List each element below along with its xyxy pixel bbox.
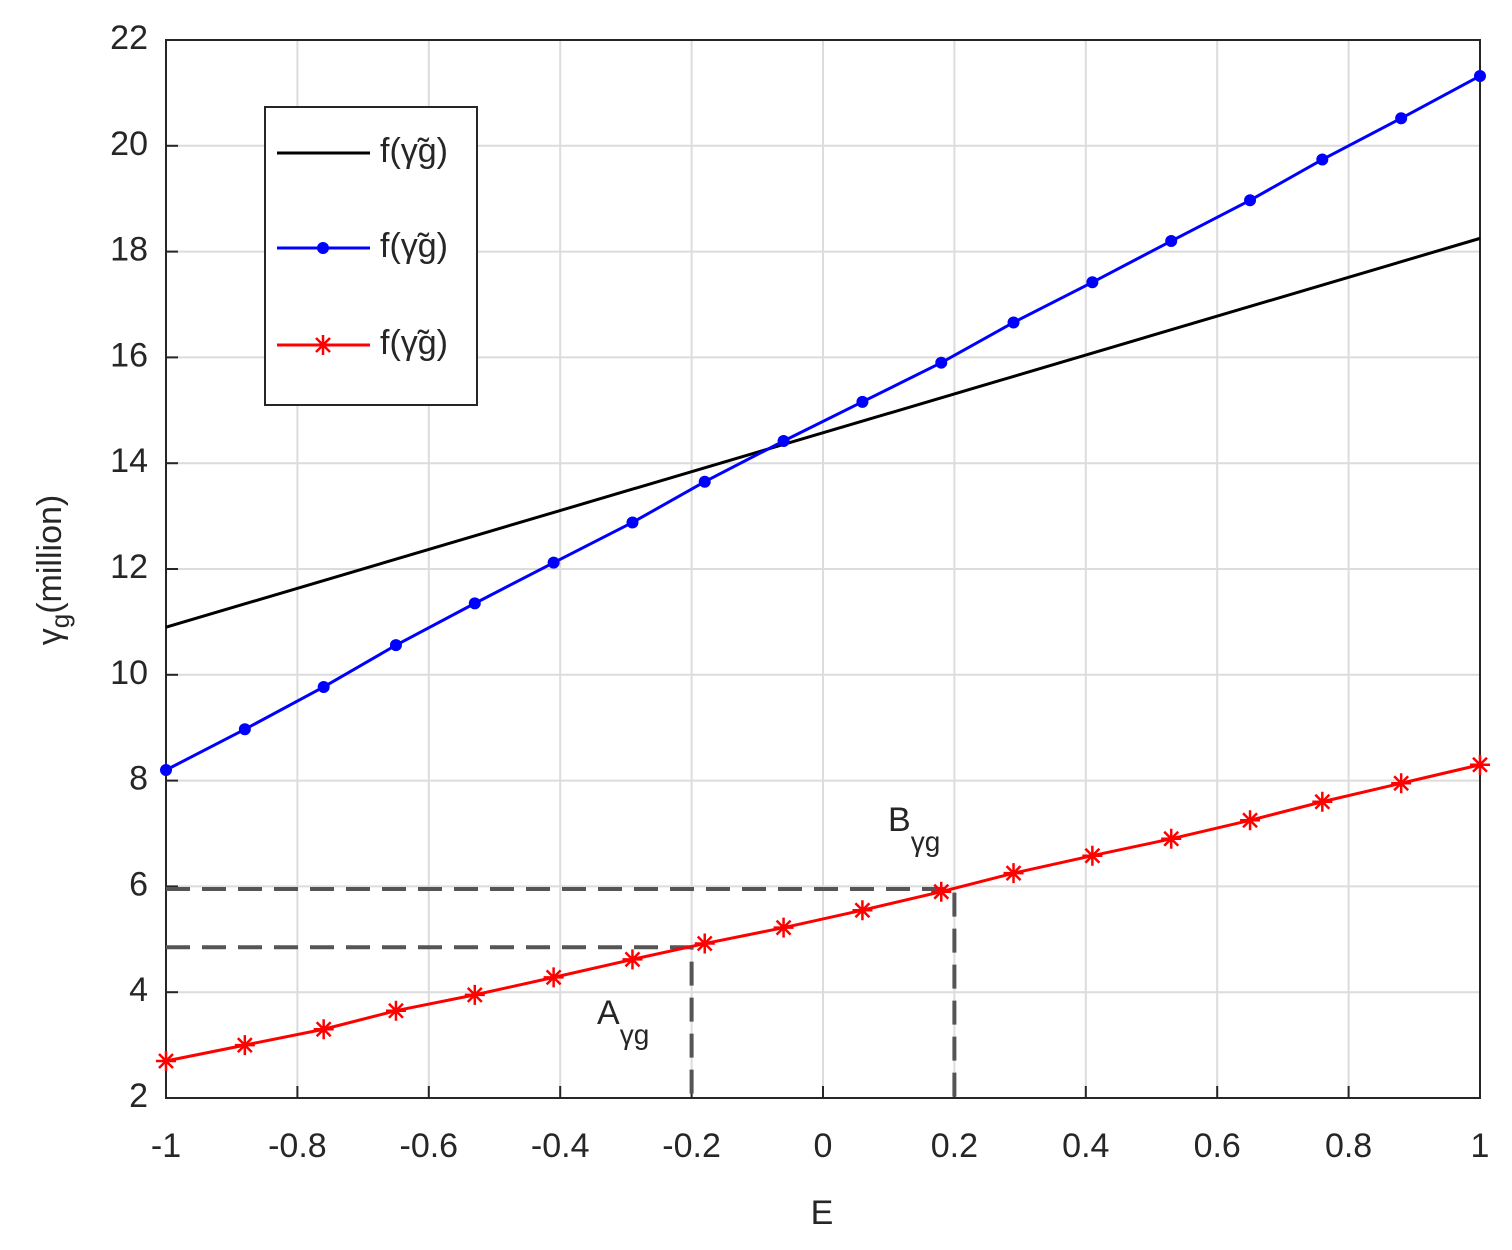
x-tick-label: -1: [151, 1127, 181, 1165]
point: [317, 680, 330, 693]
point: [1086, 276, 1099, 289]
point: [547, 556, 560, 569]
point: [773, 917, 794, 938]
reference-sub: γg: [620, 1019, 650, 1050]
point: [622, 949, 643, 970]
point: [856, 395, 869, 408]
point: [1316, 153, 1329, 166]
reference-line: [166, 887, 957, 1098]
point: [1240, 810, 1261, 831]
y-tick-label: 4: [129, 971, 148, 1009]
y-tick-label: 16: [110, 336, 148, 374]
legend-label: f(γ̃g): [380, 132, 448, 170]
point: [1082, 845, 1103, 866]
x-tick-label: -0.8: [268, 1127, 327, 1165]
plot-frame: [165, 39, 1481, 1099]
x-axis-label: E: [811, 1194, 834, 1232]
point: [1470, 754, 1490, 775]
point: [543, 967, 564, 988]
point: [156, 1050, 176, 1071]
point: [1003, 863, 1024, 884]
point: [1161, 828, 1182, 849]
point: [1007, 316, 1020, 329]
y-label-symbol: γ: [31, 628, 69, 645]
legend-label: f(γ̃g): [380, 227, 448, 265]
point: [1474, 69, 1486, 82]
x-tick-label: -0.6: [400, 1127, 459, 1165]
y-tick-label: 20: [110, 125, 148, 163]
y-label-text: (million): [31, 495, 69, 614]
point: [468, 597, 481, 610]
x-tick-label: 0.4: [1062, 1127, 1109, 1165]
point: [313, 1019, 334, 1040]
legend-marker: [313, 335, 333, 355]
x-tick-label: 0: [814, 1127, 833, 1165]
point: [1244, 194, 1257, 207]
point: [464, 984, 485, 1005]
point: [1312, 791, 1333, 812]
point: [698, 475, 711, 488]
point: [1165, 235, 1178, 248]
y-tick-label: 12: [110, 548, 148, 586]
y-tick-label: 10: [110, 654, 148, 692]
x-tick-label: 0.6: [1194, 1127, 1241, 1165]
y-tick-label: 22: [110, 19, 148, 57]
point: [694, 933, 715, 954]
legend-label: f(γ̃g): [380, 324, 448, 362]
y-tick-label: 8: [129, 760, 148, 798]
x-tick-label: 0.2: [931, 1127, 978, 1165]
point: [234, 1035, 255, 1056]
x-tick-label: -0.2: [662, 1127, 721, 1165]
legend-box: [264, 106, 478, 406]
point: [935, 356, 948, 369]
reference-letter: B: [888, 801, 911, 839]
series-line: [165, 74, 1481, 772]
point: [777, 434, 790, 447]
x-tick-label: -0.4: [531, 1127, 590, 1165]
point: [626, 516, 639, 529]
series-line: [165, 763, 1481, 1063]
y-tick-label: 18: [110, 231, 148, 269]
point: [931, 881, 952, 902]
point: [160, 764, 172, 777]
y-tick-label: 6: [129, 865, 148, 903]
point: [385, 1000, 406, 1021]
point: [389, 639, 402, 652]
reference-sub: γg: [911, 826, 941, 857]
reference-letter: A: [597, 994, 620, 1032]
y-axis-label: γg(million): [31, 495, 75, 645]
y-tick-label: 14: [110, 442, 148, 480]
x-tick-label: 1: [1471, 1127, 1490, 1165]
y-tick-label: 2: [129, 1077, 148, 1115]
x-tick-label: 0.8: [1325, 1127, 1372, 1165]
series-line: [165, 236, 1481, 629]
legend-marker: [317, 242, 329, 254]
point: [852, 900, 873, 921]
point: [238, 723, 251, 736]
y-label-sub: g: [45, 614, 75, 628]
reference-label: Aγg: [597, 994, 649, 1050]
point: [1391, 773, 1412, 794]
point: [1395, 112, 1408, 125]
reference-label: Bγg: [888, 801, 940, 857]
